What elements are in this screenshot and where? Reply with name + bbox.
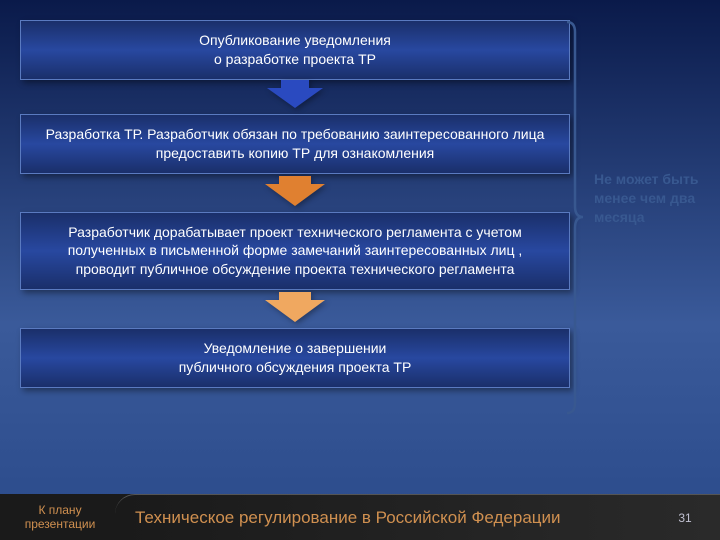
footer-page-number: 31 <box>670 511 720 525</box>
flowchart-column: Опубликование уведомления о разработке п… <box>20 20 570 388</box>
arrow-down-icon <box>265 184 325 206</box>
stage-2-text: Разработка ТР. Разработчик обязан по тре… <box>46 126 545 161</box>
stage-1: Опубликование уведомления о разработке п… <box>20 20 570 80</box>
arrow-down-icon <box>265 300 325 322</box>
side-note-text: Не может быть менее чем два месяца <box>594 171 698 225</box>
footer-link[interactable]: К плану презентации <box>0 503 120 532</box>
arrow-2 <box>20 184 570 206</box>
footer-title-text: Техническое регулирование в Российской Ф… <box>135 508 561 528</box>
arrow-down-icon <box>267 88 323 108</box>
stage-4: Уведомление о завершении публичного обсу… <box>20 328 570 388</box>
stage-3-text: Разработчик дорабатывает проект техничес… <box>68 224 523 278</box>
stage-3: Разработчик дорабатывает проект техничес… <box>20 212 570 291</box>
footer-title: Техническое регулирование в Российской Ф… <box>115 495 670 540</box>
stage-4-text: Уведомление о завершении публичного обсу… <box>179 340 412 375</box>
page-number-text: 31 <box>678 511 691 525</box>
bracket-icon <box>565 20 585 415</box>
footer-link-text: К плану презентации <box>25 503 96 531</box>
footer-title-wrap: Техническое регулирование в Российской Ф… <box>115 494 720 540</box>
arrow-1 <box>20 88 570 108</box>
stage-1-text: Опубликование уведомления о разработке п… <box>199 32 391 67</box>
side-note: Не может быть менее чем два месяца <box>594 170 704 227</box>
arrow-3 <box>20 300 570 322</box>
footer-bar: К плану презентации Техническое регулиро… <box>0 494 720 540</box>
stage-2: Разработка ТР. Разработчик обязан по тре… <box>20 114 570 174</box>
